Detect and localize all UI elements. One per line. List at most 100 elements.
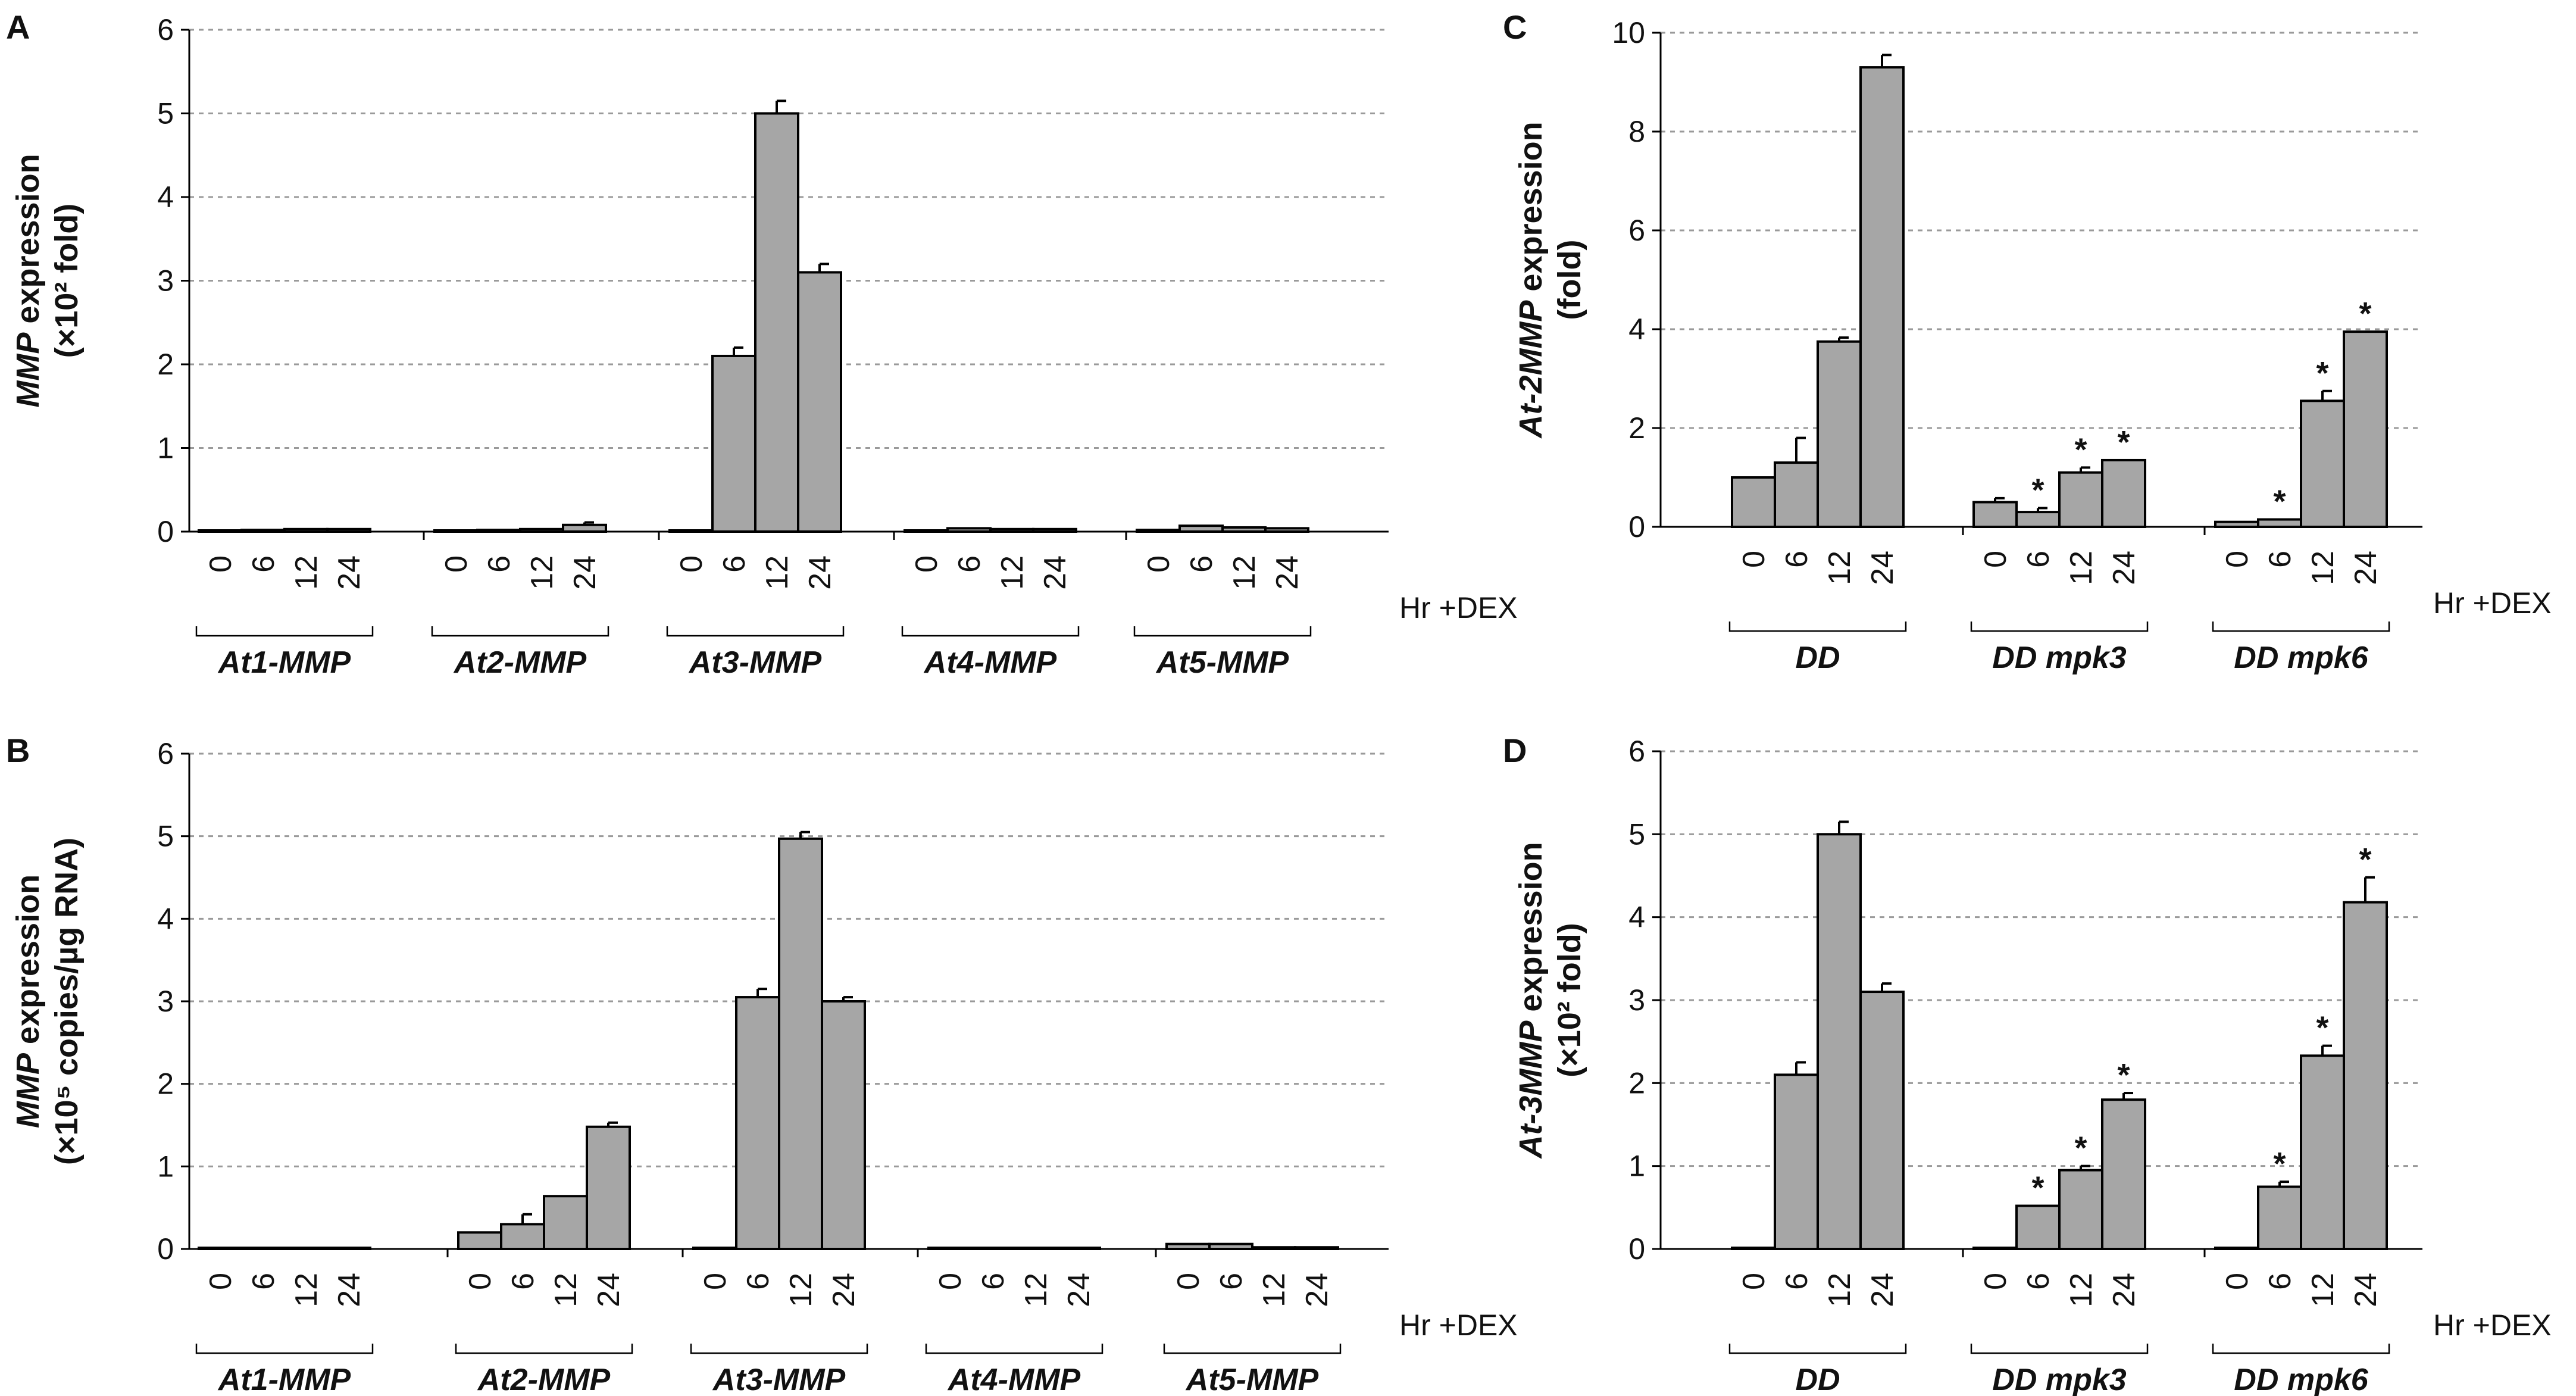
group-label: DD [1795, 641, 1840, 675]
time-point-label: 24 [1062, 1273, 1096, 1307]
bar-at5-mmp-12h [1251, 1246, 1296, 1250]
bar-dd-mpk3-0h [1972, 501, 2018, 528]
group-label: At1-MMP [217, 645, 351, 680]
y-tick-label: 2 [1628, 411, 1645, 445]
bar-at2-mmp-12h [519, 527, 564, 533]
time-point-label: 12 [2306, 551, 2340, 585]
group-bracket [1728, 1344, 1907, 1354]
y-axis-label: At-2MMP expression [1513, 121, 1549, 439]
time-point-label: 24 [1270, 555, 1305, 590]
time-point-label: 0 [674, 555, 709, 573]
time-point-label: 24 [2349, 1273, 2383, 1307]
y-tick-label: 2 [157, 1067, 174, 1101]
time-point-label: 12 [1227, 555, 1262, 590]
time-point-label: 6 [1184, 555, 1219, 573]
bar-dd-mpk3-6h [2015, 1204, 2061, 1250]
group-bracket [901, 626, 1080, 637]
significance-star: * [2074, 1130, 2087, 1166]
bar-at4-mmp-6h [946, 527, 992, 533]
time-point-label: 12 [1019, 1273, 1053, 1307]
time-point-label: 6 [2263, 551, 2297, 568]
bar-at3-mmp-6h [735, 996, 780, 1250]
bar-dd-mpk6-12h [2300, 399, 2345, 528]
y-tick-label: 6 [1628, 735, 1645, 768]
bar-dd-6h [1774, 1073, 1819, 1251]
bar-at2-mmp-6h [476, 529, 521, 533]
y-tick-label: 1 [1628, 1150, 1645, 1183]
bar-dd-24h [1859, 66, 1905, 529]
bar-at1-mmp-12h [283, 527, 329, 533]
bar-dd-mpk3-6h [2015, 511, 2061, 528]
y-tick-label: 3 [157, 264, 174, 298]
y-tick-label: 2 [157, 348, 174, 381]
time-point-label: 6 [2263, 1273, 2297, 1290]
x-unit-label: Hr +DEX [1399, 1308, 1518, 1342]
y-tick-label: 4 [1628, 901, 1645, 934]
bar-at3-mmp-24h [821, 1000, 866, 1250]
time-point-label: 0 [909, 555, 944, 573]
bar-at3-mmp-12h [778, 837, 823, 1250]
group-label: DD [1795, 1363, 1840, 1396]
time-point-label: 6 [717, 555, 752, 573]
group-bracket [666, 626, 845, 637]
group-label: At3-MMP [712, 1363, 846, 1396]
group-bracket [2212, 1344, 2390, 1354]
time-point-label: 12 [760, 555, 795, 590]
significance-star: * [2359, 842, 2371, 877]
x-unit-label: Hr +DEX [1399, 591, 1518, 624]
y-axis-label-unit: (fold) [1552, 240, 1587, 320]
group-label: At3-MMP [688, 645, 822, 680]
significance-star: * [2031, 1170, 2044, 1206]
bar-at2-mmp-24h [562, 523, 607, 533]
time-point-label: 24 [2107, 551, 2142, 585]
time-point-label: 24 [1300, 1273, 1334, 1307]
panel-letter: D [1503, 732, 1527, 769]
group-label: At4-MMP [947, 1363, 1081, 1396]
significance-star: * [2074, 432, 2087, 467]
group-bracket [455, 1344, 633, 1354]
time-point-label: 24 [803, 555, 837, 590]
group-bracket [431, 626, 609, 637]
time-point-label: 24 [332, 555, 367, 590]
y-axis-label-unit: (×10² fold) [1552, 923, 1587, 1078]
time-point-label: 6 [506, 1273, 540, 1290]
y-axis-label: At-3MMP expression [1513, 842, 1549, 1159]
group-bracket [2212, 622, 2390, 632]
bar-at1-mmp-6h [240, 1247, 286, 1250]
bar-dd-mpk6-24h [2343, 330, 2388, 529]
y-tick-label: 1 [157, 1150, 174, 1183]
time-point-label: 12 [995, 555, 1030, 590]
time-point-label: 0 [2220, 551, 2255, 568]
time-point-label: 6 [741, 1273, 776, 1290]
y-tick-label: 3 [157, 985, 174, 1018]
time-point-label: 6 [246, 555, 281, 573]
y-tick-label: 0 [1628, 510, 1645, 544]
bar-at1-mmp-0h [198, 1247, 243, 1250]
panel-letter: C [1503, 8, 1527, 46]
time-point-label: 24 [1038, 555, 1073, 590]
significance-star: * [2031, 472, 2044, 508]
y-axis-label: MMP expression [10, 875, 46, 1128]
bar-dd-0h [1731, 1247, 1776, 1250]
bar-dd-mpk6-6h [2257, 1185, 2302, 1250]
y-tick-label: 4 [1628, 313, 1645, 346]
y-axis-label-text: expression [1513, 842, 1549, 1020]
time-point-label: 6 [1214, 1273, 1249, 1290]
time-point-label: 12 [1822, 551, 1857, 585]
bar-dd-mpk6-0h [2214, 1247, 2259, 1250]
y-tick-label: 5 [157, 97, 174, 130]
bar-at2-mmp-12h [543, 1195, 588, 1250]
time-point-label: 24 [2107, 1273, 2142, 1307]
bar-at3-mmp-12h [754, 112, 799, 533]
time-point-label: 12 [525, 555, 559, 590]
time-point-label: 0 [1737, 1273, 1771, 1290]
time-point-label: 12 [289, 555, 324, 590]
bar-at5-mmp-24h [1294, 1246, 1339, 1250]
y-tick-label: 6 [1628, 214, 1645, 247]
time-point-label: 0 [1171, 1273, 1206, 1290]
bar-dd-mpk3-0h [1972, 1247, 2018, 1250]
group-bracket [1970, 622, 2149, 632]
